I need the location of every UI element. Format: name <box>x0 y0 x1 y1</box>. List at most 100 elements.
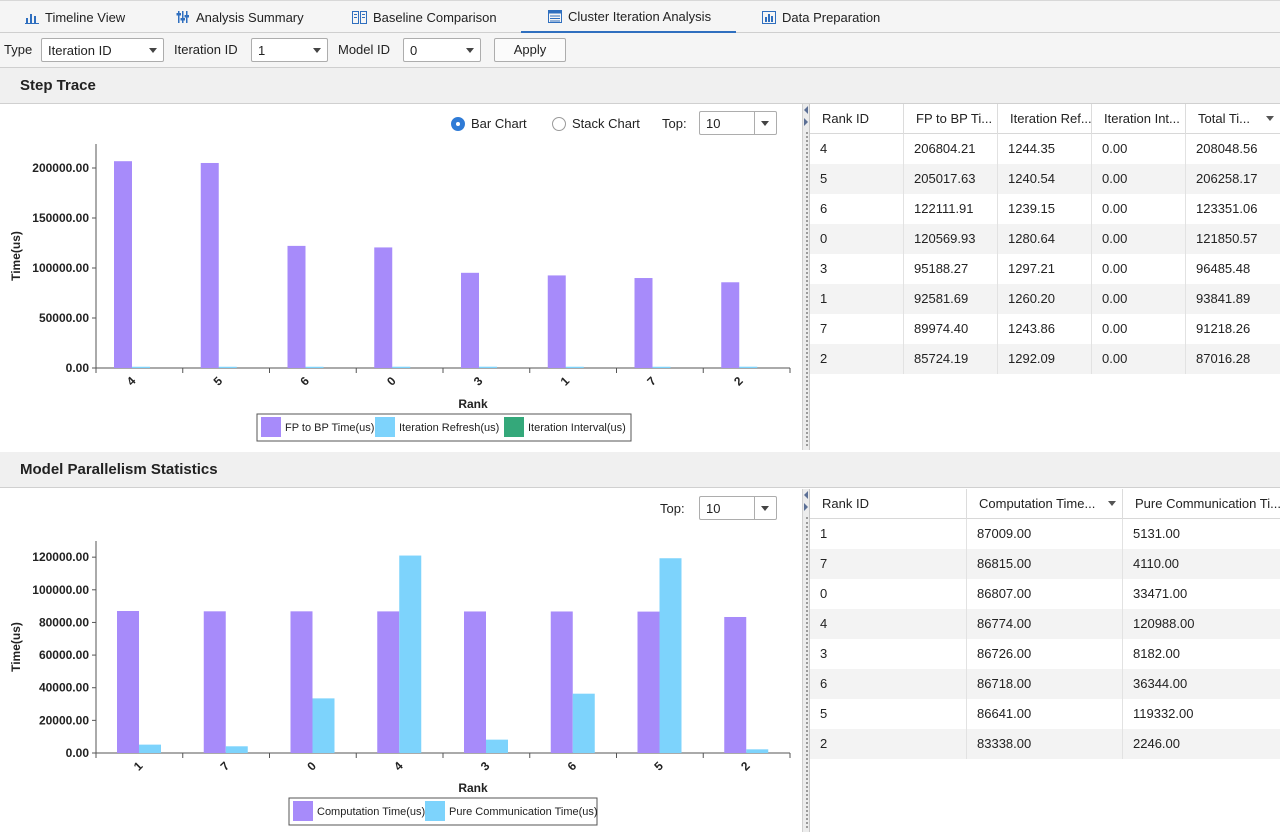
table-row[interactable]: 0 86807.00 33471.00 <box>810 579 1280 609</box>
table-row[interactable]: 4 86774.00 120988.00 <box>810 609 1280 639</box>
bar <box>132 366 150 368</box>
radio-unselected-icon <box>552 116 566 131</box>
tab-label: Baseline Comparison <box>373 9 497 25</box>
table-cell: 1297.21 <box>998 254 1092 284</box>
collapse-left-icon[interactable] <box>804 491 808 499</box>
bar-chart-radio[interactable]: Bar Chart <box>451 116 527 131</box>
table-cell: 8182.00 <box>1133 646 1180 661</box>
model-id-select[interactable]: 0 <box>403 38 481 62</box>
compare-icon <box>352 10 367 24</box>
y-tick-label: 0.00 <box>66 746 90 760</box>
bar <box>305 366 324 368</box>
vertical-splitter[interactable] <box>802 104 810 450</box>
column-header-sortable[interactable]: Total Ti... <box>1186 104 1280 134</box>
top-select-value: 10 <box>706 116 721 131</box>
column-header-sortable[interactable]: Computation Time... <box>967 489 1123 519</box>
tab-cluster-iteration-analysis[interactable]: Cluster Iteration Analysis <box>521 1 736 33</box>
table-icon <box>548 9 562 23</box>
table-row[interactable]: 3 86726.00 8182.00 <box>810 639 1280 669</box>
legend-swatch <box>425 801 445 821</box>
bar <box>464 611 486 753</box>
table-row[interactable]: 6 86718.00 36344.00 <box>810 669 1280 699</box>
tab-analysis-summary[interactable]: Analysis Summary <box>176 1 304 33</box>
bar <box>218 366 237 368</box>
top-select-value: 10 <box>706 501 721 516</box>
column-header[interactable]: Iteration Ref... <box>998 104 1092 134</box>
chevron-down-icon <box>313 48 321 53</box>
dropdown-button[interactable] <box>754 497 776 519</box>
table-row[interactable]: 2 85724.19 1292.09 0.00 87016.28 <box>810 344 1280 374</box>
table-cell: 92581.69 <box>904 284 998 314</box>
table-row[interactable]: 3 95188.27 1297.21 0.00 96485.48 <box>810 254 1280 284</box>
tab-baseline-comparison[interactable]: Baseline Comparison <box>352 1 497 33</box>
column-header[interactable]: Pure Communication Ti... <box>1135 496 1280 511</box>
table-cell: 1243.86 <box>998 314 1092 344</box>
y-tick-label: 120000.00 <box>32 550 89 564</box>
table-header: Rank ID Computation Time... Pure Communi… <box>810 489 1280 519</box>
table-cell: 5 <box>810 699 967 729</box>
bar <box>374 247 393 368</box>
table-row[interactable]: 5 86641.00 119332.00 <box>810 699 1280 729</box>
type-select[interactable]: Iteration ID <box>41 38 164 62</box>
collapse-left-icon[interactable] <box>804 106 808 114</box>
step-trace-header: Step Trace <box>0 68 1280 104</box>
bar <box>461 272 479 368</box>
table-row[interactable]: 5 205017.63 1240.54 0.00 206258.17 <box>810 164 1280 194</box>
sort-desc-icon[interactable] <box>1108 501 1116 506</box>
chevron-down-icon <box>149 48 157 53</box>
bar <box>114 161 132 368</box>
table-row[interactable]: 0 120569.93 1280.64 0.00 121850.57 <box>810 224 1280 254</box>
table-row[interactable]: 6 122111.91 1239.15 0.00 123351.06 <box>810 194 1280 224</box>
vertical-splitter[interactable] <box>802 489 810 832</box>
table-cell: 205017.63 <box>904 164 998 194</box>
table-row[interactable]: 4 206804.21 1244.35 0.00 208048.56 <box>810 134 1280 164</box>
table-cell: 4 <box>810 134 904 164</box>
top-select[interactable]: 10 <box>699 111 777 135</box>
stack-chart-radio[interactable]: Stack Chart <box>552 116 640 131</box>
tab-timeline-view[interactable]: Timeline View <box>25 1 125 33</box>
y-tick-label: 100000.00 <box>32 583 89 597</box>
table-cell: 33471.00 <box>1133 586 1188 601</box>
top-label: Top: <box>662 116 687 131</box>
tab-label: Timeline View <box>45 9 126 25</box>
column-header[interactable]: Rank ID <box>810 104 904 134</box>
table-cell: 96485.48 <box>1196 261 1251 276</box>
sort-desc-icon[interactable] <box>1266 116 1274 121</box>
legend-label: Pure Communication Time(us) <box>449 806 598 818</box>
tab-label: Cluster Iteration Analysis <box>568 8 712 24</box>
table-row[interactable]: 7 86815.00 4110.00 <box>810 549 1280 579</box>
tab-data-preparation[interactable]: Data Preparation <box>762 1 880 33</box>
table-row[interactable]: 1 92581.69 1260.20 0.00 93841.89 <box>810 284 1280 314</box>
table-cell: 91218.26 <box>1196 321 1251 336</box>
dropdown-button[interactable] <box>754 112 776 134</box>
y-axis-label: Time(us) <box>9 622 23 672</box>
type-select-value: Iteration ID <box>48 43 112 58</box>
bar <box>139 744 161 753</box>
step-trace-chart: 0.00 50000.00 100000.00 150000.00 200000.00 T… <box>9 144 791 442</box>
table-cell: 119332.00 <box>1133 706 1194 721</box>
x-tick-label: 4 <box>124 374 139 389</box>
table-row[interactable]: 7 89974.40 1243.86 0.00 91218.26 <box>810 314 1280 344</box>
section-title: Step Trace <box>20 77 96 94</box>
iteration-id-select[interactable]: 1 <box>251 38 328 62</box>
table-cell: 1260.20 <box>998 284 1092 314</box>
apply-button[interactable]: Apply <box>494 38 566 62</box>
legend-swatch <box>504 417 524 437</box>
collapse-right-icon[interactable] <box>804 118 808 126</box>
table-cell: 93841.89 <box>1196 291 1251 306</box>
table-cell: 87016.28 <box>1196 351 1251 366</box>
model-id-value: 0 <box>410 43 418 58</box>
bar <box>634 278 653 368</box>
column-header[interactable]: FP to BP Ti... <box>904 104 998 134</box>
table-row[interactable]: 1 87009.00 5131.00 <box>810 519 1280 549</box>
column-header[interactable]: Iteration Int... <box>1092 104 1186 134</box>
table-row[interactable]: 2 83338.00 2246.00 <box>810 729 1280 759</box>
x-tick-label: 4 <box>391 759 406 774</box>
bar <box>652 366 671 368</box>
model-parallelism-chart: 0.00 20000.00 40000.00 60000.00 80000.00 1000… <box>9 541 791 826</box>
top-select[interactable]: 10 <box>699 496 777 520</box>
bar <box>724 616 747 753</box>
collapse-right-icon[interactable] <box>804 503 808 511</box>
column-header[interactable]: Rank ID <box>810 489 967 519</box>
table-cell: 3 <box>810 639 967 669</box>
